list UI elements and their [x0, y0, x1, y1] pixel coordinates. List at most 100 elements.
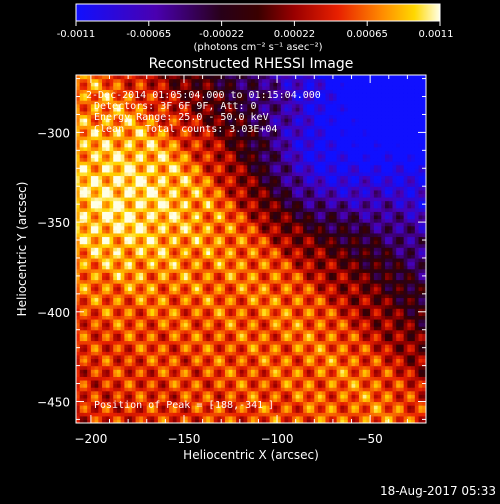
heatmap-cell — [132, 351, 136, 355]
heatmap-cell — [180, 326, 184, 330]
heatmap-cell — [217, 366, 221, 370]
heatmap-cell — [188, 158, 192, 162]
heatmap-cell — [76, 244, 80, 248]
heatmap-cell — [113, 272, 117, 276]
heatmap-cell — [87, 262, 91, 266]
heatmap-cell — [87, 229, 91, 233]
heatmap-cell — [180, 380, 184, 384]
heatmap-cell — [169, 229, 173, 233]
heatmap-cell — [102, 158, 106, 162]
heatmap-cell — [199, 412, 203, 416]
heatmap-cell — [110, 247, 114, 251]
heatmap-cell — [136, 75, 140, 79]
heatmap-cell — [110, 297, 114, 301]
heatmap-cell — [165, 82, 169, 86]
heatmap-cell — [217, 330, 221, 334]
heatmap-cell — [191, 387, 195, 391]
heatmap-cell — [128, 201, 132, 205]
heatmap-cell — [110, 226, 114, 230]
heatmap-cell — [80, 276, 84, 280]
heatmap-cell — [110, 258, 114, 262]
heatmap-cell — [244, 262, 248, 266]
heatmap-cell — [214, 373, 218, 377]
heatmap-cell — [139, 172, 143, 176]
heatmap-cell — [258, 150, 262, 154]
heatmap-cell — [199, 197, 203, 201]
heatmap-cell — [147, 358, 151, 362]
heatmap-cell — [258, 366, 262, 370]
heatmap-cell — [188, 254, 192, 258]
heatmap-cell — [232, 193, 236, 197]
heatmap-cell — [162, 229, 166, 233]
heatmap-cell — [177, 312, 181, 316]
heatmap-cell — [266, 301, 270, 305]
heatmap-cell — [80, 86, 84, 90]
heatmap-cell — [136, 219, 140, 223]
heatmap-cell — [95, 247, 99, 251]
heatmap-cell — [98, 297, 102, 301]
heatmap-cell — [136, 247, 140, 251]
heatmap-cell — [203, 333, 207, 337]
heatmap-cell — [184, 412, 188, 416]
heatmap-cell — [258, 305, 262, 309]
heatmap-cell — [236, 283, 240, 287]
heatmap-cell — [91, 269, 95, 273]
heatmap-cell — [210, 416, 214, 420]
heatmap-cell — [102, 319, 106, 323]
heatmap-cell — [229, 236, 233, 240]
heatmap-cell — [203, 201, 207, 205]
heatmap-cell — [154, 193, 158, 197]
heatmap-cell — [102, 154, 106, 158]
heatmap-cell — [221, 190, 225, 194]
heatmap-cell — [247, 208, 251, 212]
heatmap-cell — [136, 215, 140, 219]
heatmap-cell — [110, 373, 114, 377]
heatmap-cell — [95, 215, 99, 219]
heatmap-cell — [139, 344, 143, 348]
heatmap-cell — [195, 172, 199, 176]
heatmap-cell — [244, 269, 248, 273]
heatmap-cell — [221, 143, 225, 147]
heatmap-cell — [91, 211, 95, 215]
heatmap-cell — [91, 82, 95, 86]
heatmap-cell — [91, 391, 95, 395]
heatmap-cell — [199, 337, 203, 341]
heatmap-cell — [136, 125, 140, 129]
heatmap-cell — [240, 287, 244, 291]
heatmap-cell — [251, 287, 255, 291]
heatmap-cell — [143, 355, 147, 359]
heatmap-cell — [195, 416, 199, 420]
heatmap-cell — [199, 251, 203, 255]
heatmap-cell — [132, 312, 136, 316]
heatmap-cell — [177, 193, 181, 197]
heatmap-cell — [91, 265, 95, 269]
heatmap-cell — [158, 211, 162, 215]
heatmap-cell — [76, 150, 80, 154]
heatmap-cell — [83, 409, 87, 413]
heatmap-cell — [165, 168, 169, 172]
heatmap-cell — [173, 348, 177, 352]
heatmap-cell — [95, 233, 99, 237]
heatmap-cell — [102, 337, 106, 341]
heatmap-cell — [225, 265, 229, 269]
heatmap-cell — [177, 226, 181, 230]
heatmap-cell — [80, 111, 84, 115]
heatmap-cell — [210, 201, 214, 205]
heatmap-cell — [150, 369, 154, 373]
heatmap-cell — [203, 308, 207, 312]
heatmap-cell — [206, 283, 210, 287]
heatmap-cell — [169, 179, 173, 183]
heatmap-cell — [136, 229, 140, 233]
heatmap-cell — [236, 229, 240, 233]
heatmap-cell — [83, 287, 87, 291]
heatmap-cell — [191, 219, 195, 223]
heatmap-cell — [203, 158, 207, 162]
heatmap-cell — [251, 251, 255, 255]
heatmap-cell — [191, 254, 195, 258]
heatmap-cell — [95, 140, 99, 144]
heatmap-cell — [136, 384, 140, 388]
heatmap-cell — [169, 369, 173, 373]
heatmap-cell — [143, 283, 147, 287]
heatmap-cell — [199, 355, 203, 359]
heatmap-cell — [76, 229, 80, 233]
